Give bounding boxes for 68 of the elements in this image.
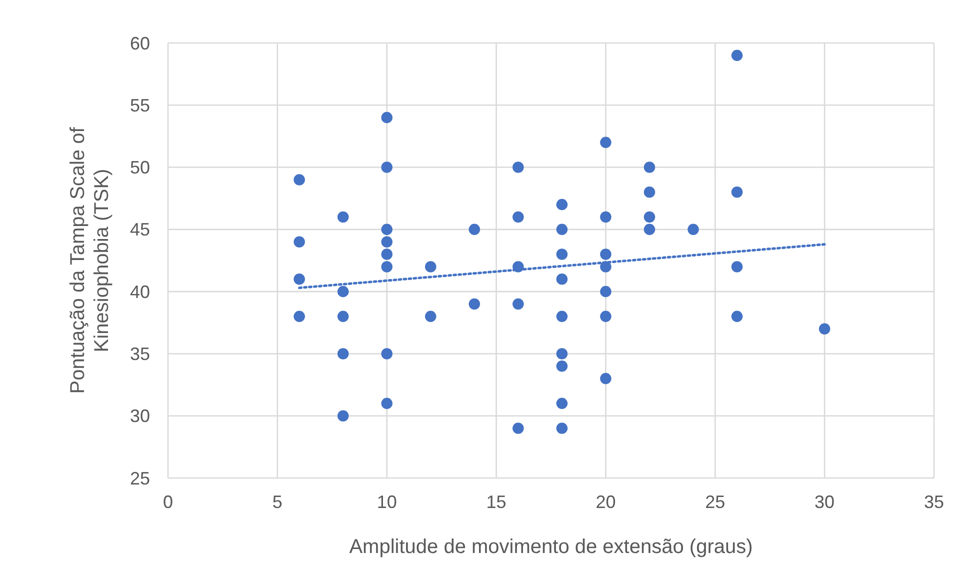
point	[600, 211, 612, 223]
x-axis-title: Amplitude de movimento de extensão (graus)	[349, 536, 753, 558]
point	[688, 224, 699, 236]
point	[424, 261, 436, 272]
x-tick-label: 5	[272, 492, 282, 512]
y-tick-label: 60	[130, 33, 150, 54]
x-tick-label: 30	[814, 492, 835, 512]
point	[337, 410, 349, 422]
point	[556, 274, 568, 285]
point	[512, 162, 524, 173]
point	[381, 162, 392, 173]
point	[731, 50, 743, 62]
point	[731, 261, 743, 272]
y-tick-label: 45	[130, 220, 150, 240]
point	[600, 372, 612, 384]
x-tick-label: 10	[376, 492, 397, 512]
y-axis-title: Pontuação da Tampa Scale of Kinesiophobia (TSK)	[67, 126, 113, 394]
point	[381, 398, 392, 410]
point	[337, 348, 349, 360]
y-tick-label: 35	[130, 344, 150, 364]
point	[731, 186, 743, 198]
point	[556, 422, 568, 434]
point	[294, 236, 305, 248]
point	[381, 224, 392, 236]
point	[556, 198, 568, 210]
point	[294, 310, 305, 322]
point	[381, 112, 392, 124]
point	[644, 211, 656, 223]
point	[556, 348, 568, 360]
point	[644, 186, 656, 198]
point	[294, 174, 305, 186]
point	[381, 236, 392, 248]
x-tick-label: 0	[162, 492, 174, 512]
point	[600, 310, 612, 322]
point	[818, 323, 830, 334]
y-tick-label: 40	[130, 282, 150, 302]
point	[337, 211, 349, 223]
point	[600, 136, 612, 148]
point	[381, 348, 392, 360]
y-tick-label: 50	[130, 158, 150, 178]
point	[556, 360, 568, 372]
point	[556, 224, 568, 236]
x-tick-label: 15	[486, 492, 506, 512]
point	[556, 248, 568, 260]
point	[512, 298, 524, 310]
point	[556, 310, 568, 322]
point	[468, 224, 480, 236]
point	[381, 248, 392, 260]
point	[337, 286, 349, 298]
point	[556, 398, 568, 410]
point	[731, 310, 743, 322]
point	[600, 286, 612, 298]
point	[512, 422, 524, 434]
point	[294, 274, 305, 285]
x-tick-label: 35	[924, 492, 944, 512]
y-tick-label: 25	[130, 468, 150, 488]
point	[337, 310, 349, 322]
y-tick-label: 55	[130, 95, 150, 116]
y-tick-label: 30	[130, 406, 150, 426]
point	[512, 211, 524, 223]
x-tick-label: 25	[705, 492, 726, 512]
point	[644, 224, 656, 236]
x-tick-label: 20	[596, 492, 616, 512]
point	[381, 261, 392, 272]
point	[644, 162, 656, 173]
point	[424, 310, 436, 322]
point	[600, 248, 612, 260]
point	[468, 298, 480, 310]
